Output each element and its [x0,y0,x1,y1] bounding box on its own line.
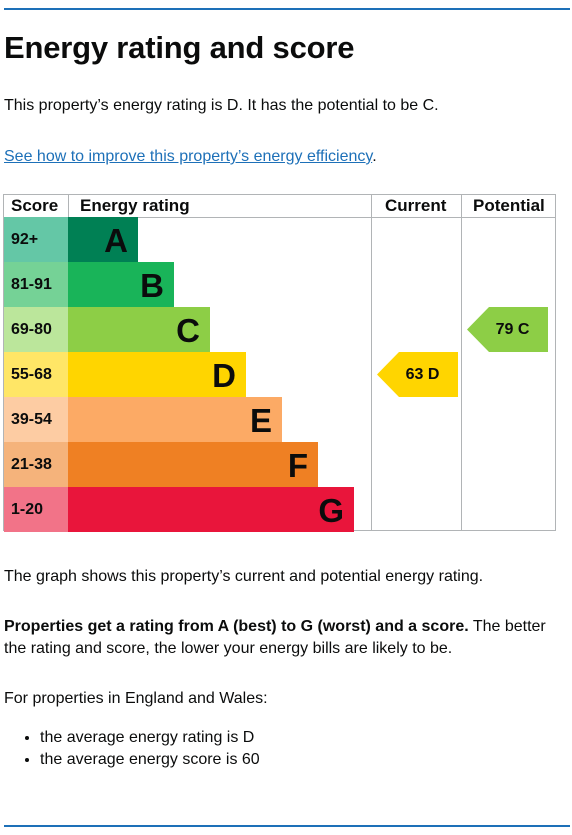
band-score-g: 1-20 [4,487,68,532]
band-score-d: 55-68 [4,352,68,397]
score-header: Score [11,196,59,215]
potential-rating-arrow: 79 C [467,307,548,352]
current-column-divider [371,195,372,530]
current-rating-arrow: 63 D [377,352,458,397]
rating-explanation-bold: Properties get a rating from A (best) to… [4,618,469,635]
rating-summary: This property’s energy rating is D. It h… [4,97,439,114]
current-header: Current [385,196,447,215]
band-bar-g: G [68,487,354,532]
header-divider [4,217,555,218]
band-score-b: 81-91 [4,262,68,307]
potential-header: Potential [473,196,545,215]
rating-explanation: Properties get a rating from A (best) to… [4,616,560,660]
average-score-item: the average energy score is 60 [40,749,260,771]
energy-rating-header: Energy rating [80,196,190,215]
band-bar-f: F [68,442,318,487]
graph-note: The graph shows this property’s current … [4,568,484,585]
energy-rating-chart: Score Energy rating Current Potential 92… [3,194,556,532]
averages-intro: For properties in England and Wales: [4,690,268,707]
band-score-a: 92+ [4,217,68,262]
band-bar-a: A [68,217,138,262]
top-rule [4,8,570,10]
band-bar-e: E [68,397,282,442]
potential-column-divider [461,195,462,530]
band-bar-d: D [68,352,246,397]
band-bar-c: C [68,307,210,352]
band-score-e: 39-54 [4,397,68,442]
improve-efficiency-link[interactable]: See how to improve this property’s energ… [4,148,373,165]
band-bar-b: B [68,262,174,307]
page-title: Energy rating and score [4,30,355,65]
averages-list: the average energy rating is D the avera… [4,727,260,771]
rating-explanation-rest: The better the rating and score, the low… [4,618,546,657]
band-score-c: 69-80 [4,307,68,352]
improve-paragraph: See how to improve this property’s energ… [4,146,564,168]
average-rating-item: the average energy rating is D [40,727,260,749]
bottom-rule [4,825,570,827]
band-score-f: 21-38 [4,442,68,487]
improve-link-suffix: . [372,148,377,165]
